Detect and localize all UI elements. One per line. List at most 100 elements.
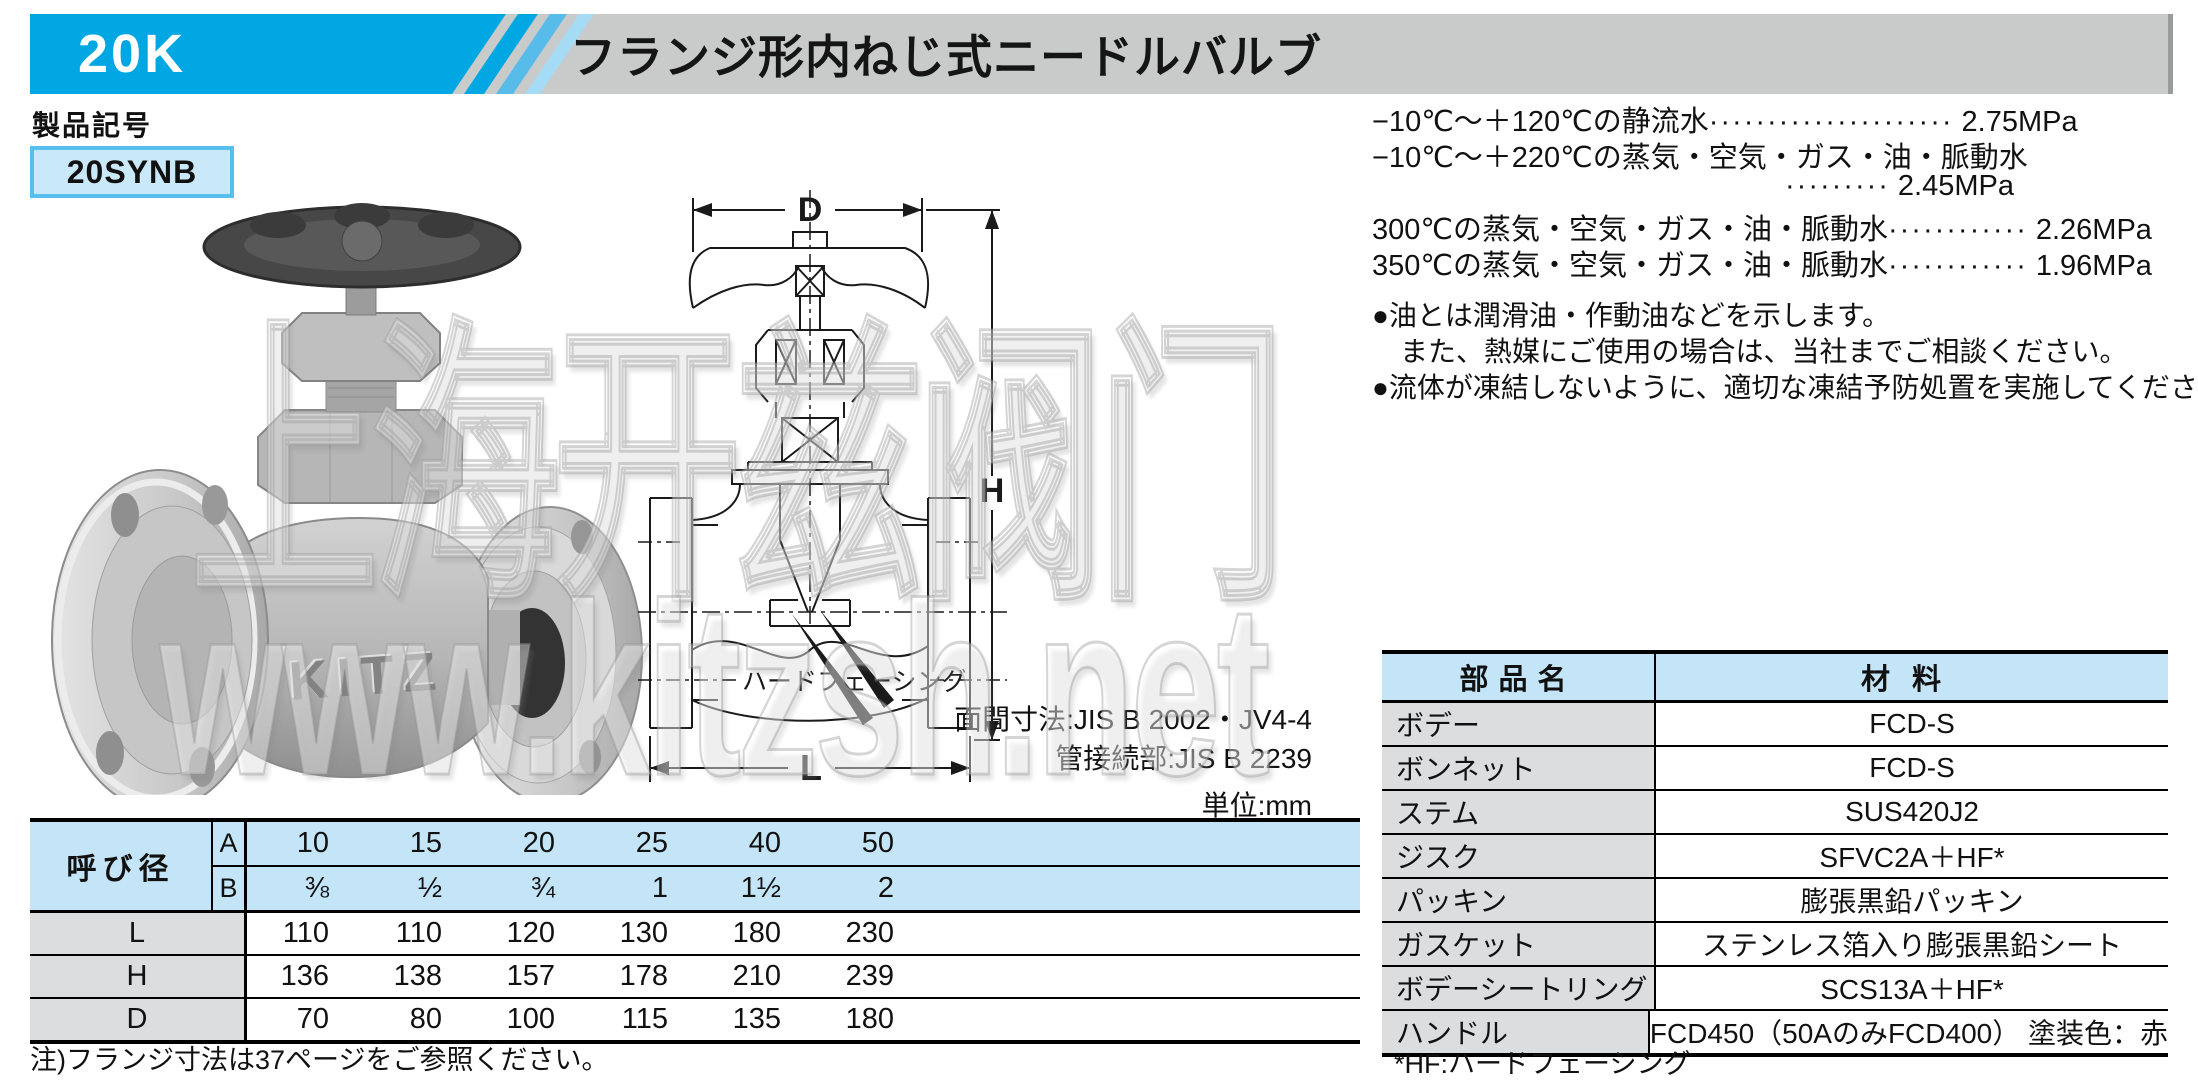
dim-cell: 136 xyxy=(280,960,329,992)
size-cell: 40 xyxy=(748,827,781,859)
dim-cell: 110 xyxy=(282,917,329,949)
part-name: ジスク xyxy=(1382,835,1656,877)
photo-brand: KITZ KITZ xyxy=(285,639,447,712)
pressure-row: −10℃〜＋120℃の静流水 ····················· 2.75… xyxy=(1372,98,2078,138)
part-name-header: 部品名 xyxy=(1382,654,1656,700)
size-cell: 1 xyxy=(651,872,668,904)
photo-body xyxy=(218,516,489,779)
standards-block: 面間寸法:JIS B 2002・JV4-4 管接続部:JIS B 2239 単位… xyxy=(940,700,1312,825)
pressure-ratings: −10℃〜＋120℃の静流水 ····················· 2.75… xyxy=(1372,98,2198,403)
brand-text: KITZ xyxy=(287,641,447,712)
dim-cell: 157 xyxy=(506,960,555,992)
product-code-value: 20SYNB xyxy=(66,153,198,190)
hard-facing-label: ハードフェーシング xyxy=(742,668,967,696)
product-code-badge: 20SYNB xyxy=(30,146,234,198)
pressure-value: 2.26MPa xyxy=(2035,214,2152,246)
part-name: ボデーシートリング xyxy=(1382,967,1656,1009)
size-cell: ½ xyxy=(417,872,442,904)
dim-cell: 120 xyxy=(506,917,555,949)
size-cell: ¾ xyxy=(530,872,555,904)
pressure-value: 1.96MPa xyxy=(2035,250,2152,282)
size-cell: 25 xyxy=(635,827,668,859)
dim-label-d: D xyxy=(798,191,823,229)
photo-gland-nut xyxy=(281,312,441,382)
dim-cell: 80 xyxy=(409,1003,442,1035)
part-name: ガスケット xyxy=(1382,923,1656,965)
dot-leader: ············ xyxy=(1887,214,2028,246)
dim-label-l: L xyxy=(800,747,822,788)
dim-cell: 135 xyxy=(732,1003,781,1035)
part-name: ボデー xyxy=(1382,703,1656,745)
pressure-class-badge: 20K xyxy=(30,14,485,94)
material: FCD450（50AのみFCD400） 塗装色：赤 xyxy=(1649,1018,2168,1049)
dim-cell: 115 xyxy=(621,1003,668,1035)
pressure-row: 300℃の蒸気・空気・ガス・油・脈動水 ············ 2.26MPa xyxy=(1372,206,2152,246)
pressure-medium: 350℃の蒸気・空気・ガス・油・脈動水 xyxy=(1372,250,1888,282)
table-row: ガスケット ステンレス箔入り膨張黒鉛シート xyxy=(1382,921,2168,965)
product-code-label: 製品記号 xyxy=(32,110,153,141)
size-cell: 2 xyxy=(877,872,894,904)
dim-cell: 130 xyxy=(619,917,668,949)
dim-cell: 180 xyxy=(732,917,781,949)
size-cell: 20 xyxy=(522,827,555,859)
row-key: D xyxy=(30,999,244,1040)
table-row: パッキン 膨張黒鉛パッキン xyxy=(1382,877,2168,921)
divider xyxy=(244,956,247,997)
table-row: ハンドル FCD450（50AのみFCD400） 塗装色：赤 xyxy=(1382,1009,2168,1053)
flange-note: 注)フランジ寸法は37ページをご参照ください。 xyxy=(30,1045,609,1075)
table-row: D 70 80 100 115 135 180 xyxy=(30,997,1360,1040)
dot-leader: ····················· xyxy=(1708,106,1954,138)
dimension-table: 呼び径 A 10 15 20 25 40 50 B ⅜ ½ ¾ 1 1½ 2 xyxy=(30,818,1360,1044)
table-row: H 136 138 157 178 210 239 xyxy=(30,954,1360,997)
material: FCD-S xyxy=(1869,752,1955,783)
table-row: ジスク SFVC2A＋HF* xyxy=(1382,833,2168,877)
size-key: B xyxy=(219,873,238,903)
size-cell: 1½ xyxy=(740,872,781,904)
divider xyxy=(211,822,213,910)
hf-footnote: *HF:ハードフェーシング xyxy=(1394,1049,1691,1079)
pressure-medium: 300℃の蒸気・空気・ガス・油・脈動水 xyxy=(1372,214,1888,246)
dim-cell: 239 xyxy=(845,960,894,992)
usage-note: ●油とは潤滑油・作動油などを示します。 xyxy=(1372,300,1891,331)
dim-cell: 178 xyxy=(619,960,668,992)
size-row-a: A 10 15 20 25 40 50 xyxy=(213,822,1360,865)
valve-photo: KITZ KITZ xyxy=(51,203,643,795)
divider xyxy=(244,999,247,1040)
material: 膨張黒鉛パッキン xyxy=(1800,886,2024,917)
pressure-value: 2.45MPa xyxy=(1897,170,2014,202)
table-row: L 110 110 120 130 180 230 xyxy=(30,913,1360,954)
dim-cell: 100 xyxy=(506,1003,555,1035)
pressure-medium: −10℃〜＋220℃の蒸気・空気・ガス・油・脈動水 xyxy=(1372,142,2028,174)
svg-text:KITZ: KITZ xyxy=(285,639,445,710)
table-row: ステム SUS420J2 xyxy=(1382,789,2168,833)
divider xyxy=(213,865,1360,867)
part-name: ステム xyxy=(1382,791,1656,833)
material: SFVC2A＋HF* xyxy=(1819,842,2005,873)
table-row: ボンネット FCD-S xyxy=(1382,745,2168,789)
dot-leader: ············ xyxy=(1887,250,2028,282)
pressure-row: −10℃〜＋220℃の蒸気・空気・ガス・油・脈動水 xyxy=(1372,134,2028,174)
table-row: ボデー FCD-S xyxy=(1382,703,2168,745)
material-header: 材料 xyxy=(1860,664,1963,696)
dimension-table-header: 呼び径 A 10 15 20 25 40 50 B ⅜ ½ ¾ 1 1½ 2 xyxy=(30,822,1360,913)
photo-left-flange xyxy=(51,469,269,795)
size-cell: 15 xyxy=(409,827,442,859)
pressure-value: 2.75MPa xyxy=(1961,106,2078,138)
size-key: A xyxy=(219,828,238,858)
page-title: フランジ形内ねじ式ニードルバルブ xyxy=(570,31,1322,83)
dim-label-h: H xyxy=(980,472,1005,510)
dim-cell: 110 xyxy=(395,917,442,949)
material: SUS420J2 xyxy=(1845,796,1979,827)
pipe-connection-standard: 管接続部:JIS B 2239 xyxy=(1055,743,1312,774)
face-to-face-standard: 面間寸法:JIS B 2002・JV4-4 xyxy=(954,704,1312,735)
dim-cell: 70 xyxy=(296,1003,329,1035)
usage-note: ●流体が凍結しないように、適切な凍結予防処置を実施してください。 xyxy=(1372,372,2198,403)
photo-handwheel xyxy=(202,203,522,289)
part-name: ハンドル xyxy=(1382,1011,1650,1053)
photo-bonnet xyxy=(257,409,463,504)
dim-cell: 210 xyxy=(732,960,781,992)
pressure-class-label: 20K xyxy=(78,24,187,84)
row-key: H xyxy=(30,956,244,997)
part-name: ボンネット xyxy=(1382,747,1656,789)
